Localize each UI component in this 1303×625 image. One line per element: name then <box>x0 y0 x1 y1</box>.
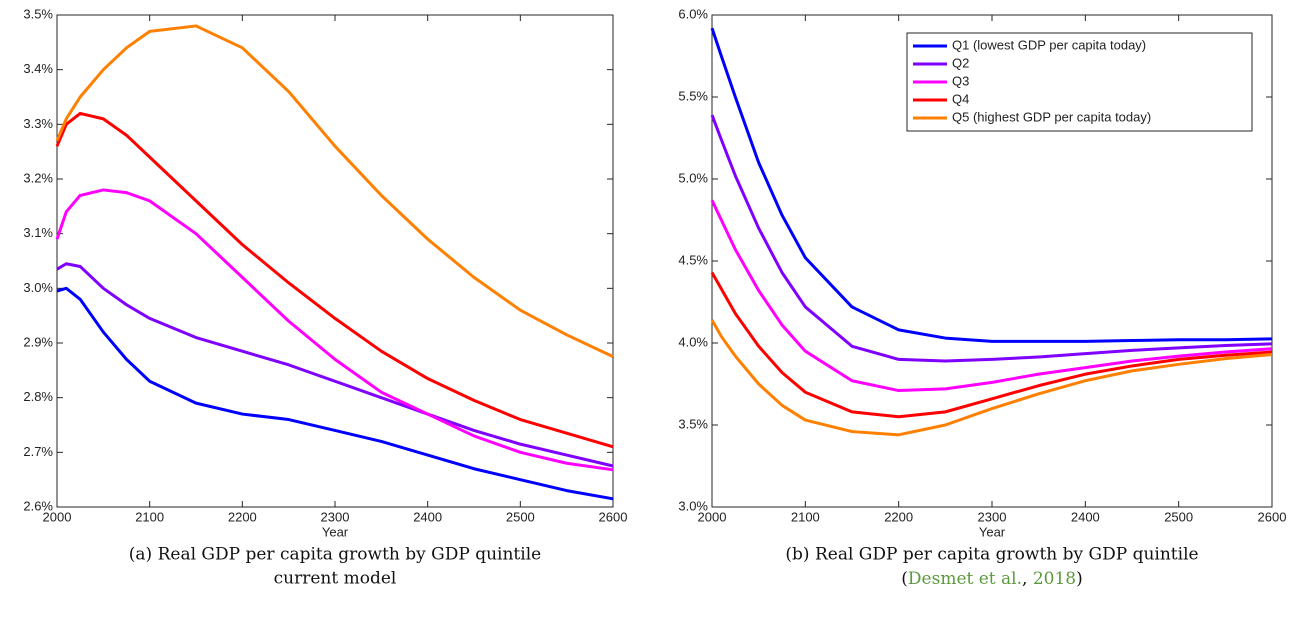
legend-label: Q5 (highest GDP per capita today) <box>952 109 1151 124</box>
x-tick-label: 2100 <box>135 509 164 524</box>
x-tick-label: 2100 <box>791 509 820 524</box>
x-tick-label: 2000 <box>698 509 727 524</box>
y-tick-label: 6.0% <box>678 6 708 21</box>
x-tick-label: 2400 <box>1071 509 1100 524</box>
y-tick-label: 3.3% <box>23 116 53 131</box>
y-tick-label: 3.5% <box>23 6 53 21</box>
series-line <box>55 188 614 472</box>
series-line <box>710 271 1273 419</box>
y-tick-label: 3.0% <box>678 498 708 513</box>
x-tick-label: 2200 <box>884 509 913 524</box>
series-line <box>710 27 1273 343</box>
citation: Desmet et al. <box>908 569 1022 589</box>
x-tick-label: 2600 <box>1258 509 1287 524</box>
series-line <box>710 114 1273 363</box>
y-tick-label: 4.5% <box>678 252 708 267</box>
caption: (a) Real GDP per capita growth by GDP qu… <box>129 545 541 565</box>
y-tick-label: 5.5% <box>678 88 708 103</box>
caption: (b) Real GDP per capita growth by GDP qu… <box>785 545 1198 565</box>
x-tick-label: 2600 <box>599 509 628 524</box>
y-tick-label: 5.0% <box>678 170 708 185</box>
series-line <box>710 319 1273 437</box>
x-tick-label: 2300 <box>321 509 350 524</box>
series-line <box>56 262 614 468</box>
legend-label: Q4 <box>952 91 969 106</box>
legend-label: Q1 (lowest GDP per capita today) <box>952 37 1146 52</box>
legend: Q1 (lowest GDP per capita today) Q2 Q3 Q4 Q5… <box>906 32 1253 132</box>
legend-box <box>906 32 1253 132</box>
series-line <box>55 24 614 359</box>
caption: current model <box>274 569 397 589</box>
caption: (Desmet et al., 2018) <box>901 569 1082 589</box>
y-tick-label: 2.8% <box>23 389 53 404</box>
x-tick-label: 2300 <box>978 509 1007 524</box>
y-tick-label: 3.4% <box>23 61 53 76</box>
plot-area <box>56 14 614 508</box>
chart: 2000 2100 2200 2300 2400 2500 2600 2.6% 2.7% 2.8%… <box>23 6 627 588</box>
series-line <box>56 286 614 501</box>
y-tick-label: 2.7% <box>23 444 53 459</box>
legend-label: Q2 <box>952 55 969 70</box>
y-tick-label: 3.1% <box>23 225 53 240</box>
x-tick-label: 2500 <box>506 509 535 524</box>
legend-label: Q3 <box>952 73 969 88</box>
x-tick-label: 2000 <box>43 509 72 524</box>
chart: 2000 2100 2200 2300 2400 2500 2600 3.0% 3.5% 4.0%… <box>678 6 1286 588</box>
caption-text: , <box>1022 569 1033 589</box>
x-tick-label: 2500 <box>1164 509 1193 524</box>
y-tick-label: 2.9% <box>23 334 53 349</box>
x-axis-label: Year <box>322 524 349 539</box>
x-tick-label: 2400 <box>413 509 442 524</box>
caption-text: ) <box>1076 569 1083 589</box>
series-line <box>710 199 1273 393</box>
y-tick-label: 3.5% <box>678 416 708 431</box>
y-tick-label: 4.0% <box>678 334 708 349</box>
citation: 2018 <box>1033 569 1076 589</box>
x-axis-label: Year <box>979 524 1006 539</box>
y-tick-label: 3.2% <box>23 170 53 185</box>
y-tick-label: 3.0% <box>23 280 53 295</box>
caption-text: ( <box>901 569 908 589</box>
x-tick-label: 2200 <box>228 509 257 524</box>
series-line <box>55 111 614 449</box>
y-tick-label: 2.6% <box>23 498 53 513</box>
